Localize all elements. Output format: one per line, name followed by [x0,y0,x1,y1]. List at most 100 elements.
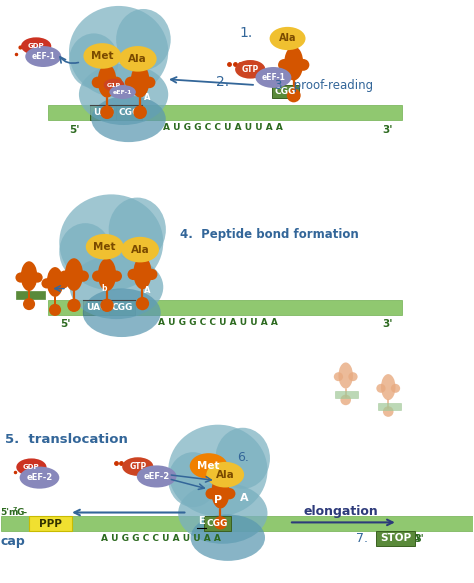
Ellipse shape [59,271,71,282]
Ellipse shape [47,267,64,297]
Ellipse shape [65,258,83,291]
Ellipse shape [284,46,303,80]
Text: 5': 5' [69,125,80,135]
Bar [335,391,358,398]
Ellipse shape [297,59,310,71]
Ellipse shape [125,76,137,88]
Ellipse shape [214,516,227,529]
Ellipse shape [133,257,152,289]
Text: G-: G- [16,508,27,517]
Bar [272,85,299,98]
Text: G1P: G1P [107,83,121,87]
Ellipse shape [338,363,353,388]
Ellipse shape [131,64,149,97]
Text: 3.  proof-reading: 3. proof-reading [275,79,373,92]
Text: 3': 3' [383,319,393,329]
Bar [48,106,402,120]
Text: 2.: 2. [216,75,229,89]
Text: CGG: CGG [112,303,133,312]
Text: STOP: STOP [380,533,411,543]
Ellipse shape [191,514,265,561]
Text: Ala: Ala [128,54,147,64]
Text: A U G G C C U A U U A A: A U G G C C U A U U A A [101,534,221,543]
Ellipse shape [144,76,155,88]
Ellipse shape [128,269,139,280]
Ellipse shape [146,269,157,280]
Text: Ala: Ala [279,33,296,44]
Bar [83,300,109,315]
Bar [109,300,136,315]
Ellipse shape [67,298,81,312]
Bar [204,516,231,531]
Bar [0,516,474,531]
Ellipse shape [98,64,117,97]
Bar [378,403,401,410]
Ellipse shape [109,85,136,99]
Text: eEF-1: eEF-1 [113,90,132,94]
Text: Ala: Ala [216,470,235,480]
Text: GDP: GDP [23,464,40,470]
Text: CGG: CGG [207,519,228,528]
Text: AAAA: AAAA [393,534,421,543]
Bar [29,516,72,531]
Ellipse shape [100,106,114,119]
Bar [48,300,402,315]
Ellipse shape [255,67,292,88]
Bar [16,291,45,299]
Text: 6.: 6. [237,451,249,463]
Ellipse shape [92,271,104,282]
Ellipse shape [133,106,147,119]
Text: 1.: 1. [239,26,253,40]
Ellipse shape [32,272,43,283]
Text: b: b [101,284,107,293]
Ellipse shape [136,297,149,310]
Ellipse shape [82,289,161,337]
Text: GTP: GTP [242,65,259,74]
Bar [117,106,143,120]
Text: E: E [198,516,205,526]
Ellipse shape [70,255,163,319]
Text: GDP: GDP [28,43,45,49]
Text: 3': 3' [414,534,424,544]
Ellipse shape [168,452,218,507]
Ellipse shape [270,27,306,50]
Ellipse shape [16,272,26,283]
Ellipse shape [348,372,357,381]
Text: CGG: CGG [274,87,296,96]
Ellipse shape [211,476,229,508]
Ellipse shape [376,384,385,393]
Ellipse shape [104,79,125,92]
Ellipse shape [92,76,104,88]
Text: eEF-1: eEF-1 [262,73,285,82]
Text: Met: Met [93,242,116,252]
Text: 7: 7 [13,507,18,511]
Bar [376,531,415,546]
Text: eEF-2: eEF-2 [144,472,170,481]
Ellipse shape [49,304,61,316]
Text: Ala: Ala [131,245,149,255]
Ellipse shape [19,466,59,489]
Ellipse shape [110,76,122,88]
Text: 7.: 7. [356,532,368,545]
Ellipse shape [391,384,400,393]
Ellipse shape [215,428,270,489]
Bar [91,106,117,120]
Ellipse shape [58,278,69,289]
Text: eEF-1: eEF-1 [31,52,55,61]
Text: UAC: UAC [93,108,114,117]
Ellipse shape [110,271,122,282]
Ellipse shape [119,46,156,72]
Text: Met: Met [91,51,114,61]
Ellipse shape [122,457,154,476]
Ellipse shape [91,96,166,142]
Text: PPP: PPP [39,518,62,529]
Text: P: P [214,495,222,505]
Ellipse shape [206,462,244,487]
Ellipse shape [25,46,61,67]
Ellipse shape [381,374,395,400]
Text: 3': 3' [383,125,393,135]
Ellipse shape [178,483,267,544]
Text: 5.  translocation: 5. translocation [5,433,128,447]
Ellipse shape [334,372,343,381]
Ellipse shape [23,298,35,310]
